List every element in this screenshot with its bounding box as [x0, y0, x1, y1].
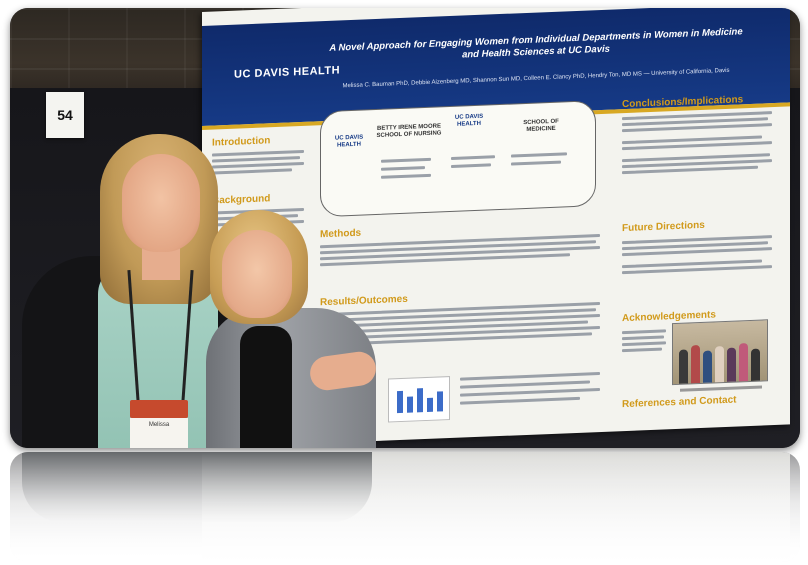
- poster-authors: Melissa C. Bauman PhD, Debbie Aizenberg …: [342, 67, 730, 90]
- chart-bar: [407, 396, 413, 413]
- reflection-fade: [10, 452, 800, 562]
- results-chart: [388, 376, 450, 423]
- text-line: [381, 166, 425, 171]
- section-methods: Methods: [320, 227, 362, 241]
- text-line: [460, 380, 590, 389]
- text-line: [381, 157, 431, 163]
- photo-figure: [727, 347, 736, 382]
- text-line: [460, 372, 600, 381]
- section-references: References and Contact: [622, 394, 737, 411]
- org-medicine-label: SCHOOL OF MEDICINE: [523, 118, 559, 133]
- photo-frame: 54 UC DAVIS HEALTH A Novel Approach for …: [10, 8, 800, 448]
- text-line: [381, 173, 431, 179]
- booth-number-sign: 54: [46, 92, 84, 138]
- photo-figure: [691, 344, 700, 384]
- org-diagram: UC DAVIS HEALTH BETTY IRENE MOORE SCHOOL…: [320, 100, 596, 218]
- person-right-face: [222, 230, 292, 318]
- photo-figure: [703, 350, 712, 383]
- section-future-directions: Future Directions: [622, 219, 705, 235]
- text-line: [451, 155, 495, 160]
- person-right-shirt: [240, 326, 292, 448]
- text-line: [212, 168, 292, 175]
- photo-figure: [715, 346, 724, 383]
- text-line: [622, 335, 664, 341]
- text-line: [460, 396, 580, 405]
- text-line: [451, 163, 491, 168]
- org-center-logo: UC DAVIS HEALTH: [454, 113, 484, 128]
- uc-davis-health-logo: UC DAVIS HEALTH: [234, 64, 341, 81]
- chart-bar: [427, 397, 433, 412]
- text-line: [622, 329, 666, 335]
- photo-figure: [751, 348, 760, 381]
- text-line: [511, 152, 567, 158]
- text-line: [622, 347, 662, 353]
- badge-name: Melissa: [148, 422, 170, 428]
- name-badge: Melissa: [130, 418, 188, 448]
- photo-caption: [680, 385, 762, 392]
- photo-figure: [739, 343, 748, 382]
- poster-title: A Novel Approach for Engaging Women from…: [329, 26, 743, 61]
- badge-header: [130, 400, 188, 418]
- person-left-face: [122, 154, 200, 252]
- text-line: [511, 160, 561, 166]
- org-nursing-label: BETTY IRENE MOORE SCHOOL OF NURSING: [376, 123, 442, 139]
- text-line: [460, 388, 600, 397]
- photo-figure: [679, 349, 688, 384]
- section-introduction: Introduction: [212, 135, 271, 149]
- group-photo: [672, 319, 768, 386]
- text-line: [622, 341, 666, 347]
- chart-bar: [417, 388, 423, 413]
- section-results: Results/Outcomes: [320, 293, 408, 309]
- section-background: Background: [212, 193, 271, 207]
- chart-bar: [437, 391, 443, 412]
- org-left-logo: UC DAVIS HEALTH: [334, 134, 364, 149]
- photo-reflection: [10, 452, 800, 562]
- chart-bar: [397, 390, 403, 414]
